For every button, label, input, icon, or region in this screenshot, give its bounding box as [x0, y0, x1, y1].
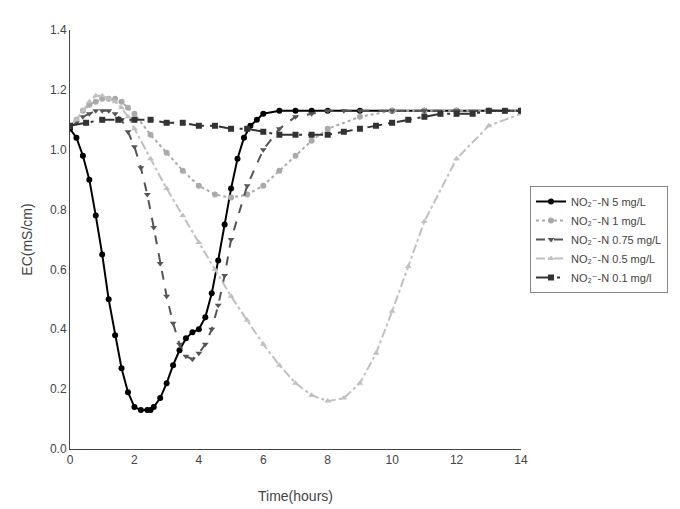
- svg-text:NO₂⁻-N 0.1 mg/l: NO₂⁻-N 0.1 mg/l: [571, 272, 651, 284]
- svg-text:NO₂⁻-N 1 mg/L: NO₂⁻-N 1 mg/L: [571, 215, 646, 227]
- svg-text:12: 12: [450, 453, 464, 467]
- svg-text:0.6: 0.6: [50, 263, 67, 277]
- svg-text:EC(mS/cm): EC(mS/cm): [19, 203, 35, 275]
- svg-text:0: 0: [67, 453, 74, 467]
- svg-text:NO₂⁻-N 0.5 mg/L: NO₂⁻-N 0.5 mg/L: [571, 253, 655, 265]
- svg-text:0.0: 0.0: [50, 442, 67, 456]
- svg-text:2: 2: [131, 453, 138, 467]
- svg-text:0.8: 0.8: [50, 203, 67, 217]
- svg-text:10: 10: [385, 453, 399, 467]
- svg-text:NO₂⁻-N 5 mg/L: NO₂⁻-N 5 mg/L: [571, 196, 646, 208]
- svg-text:1.4: 1.4: [50, 23, 67, 37]
- svg-text:Time(hours): Time(hours): [258, 488, 333, 504]
- svg-text:14: 14: [514, 453, 528, 467]
- svg-text:1.2: 1.2: [50, 83, 67, 97]
- svg-text:0.2: 0.2: [50, 382, 67, 396]
- svg-text:NO₂⁻-N 0.75 mg/L: NO₂⁻-N 0.75 mg/L: [571, 234, 661, 246]
- svg-text:6: 6: [260, 453, 267, 467]
- svg-text:1.0: 1.0: [50, 143, 67, 157]
- svg-text:4: 4: [196, 453, 203, 467]
- svg-text:8: 8: [324, 453, 331, 467]
- svg-text:0.4: 0.4: [50, 322, 67, 336]
